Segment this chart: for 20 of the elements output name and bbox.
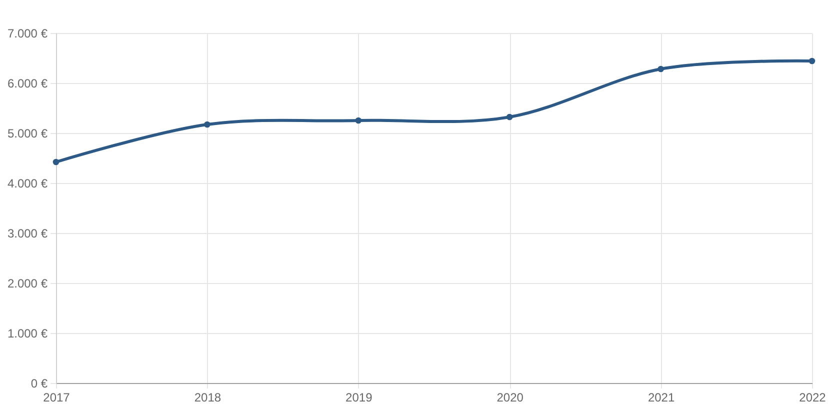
y-tick-label: 6.000 €	[7, 76, 48, 90]
x-tick-label: 2020	[496, 390, 524, 404]
x-tick-label: 2018	[194, 390, 222, 404]
x-tick-label: 2019	[346, 390, 373, 404]
y-tick-label: 3.000 €	[7, 226, 48, 240]
y-tick-label: 2.000 €	[7, 276, 48, 290]
x-tick-label: 2021	[648, 390, 675, 404]
y-tick-label: 7.000 €	[7, 26, 48, 40]
x-tick-label: 2017	[43, 390, 70, 404]
y-tick-label: 0 €	[30, 376, 48, 390]
point	[808, 58, 816, 64]
point	[204, 121, 210, 128]
y-tick-label: 5.000 €	[7, 126, 48, 140]
x-tick-label: 2022	[799, 390, 826, 404]
point	[506, 114, 513, 120]
y-tick-label: 4.000 €	[7, 176, 48, 190]
y-tick-label: 1.000 €	[7, 326, 48, 340]
point	[52, 158, 60, 166]
point	[355, 117, 362, 124]
point	[658, 66, 664, 72]
